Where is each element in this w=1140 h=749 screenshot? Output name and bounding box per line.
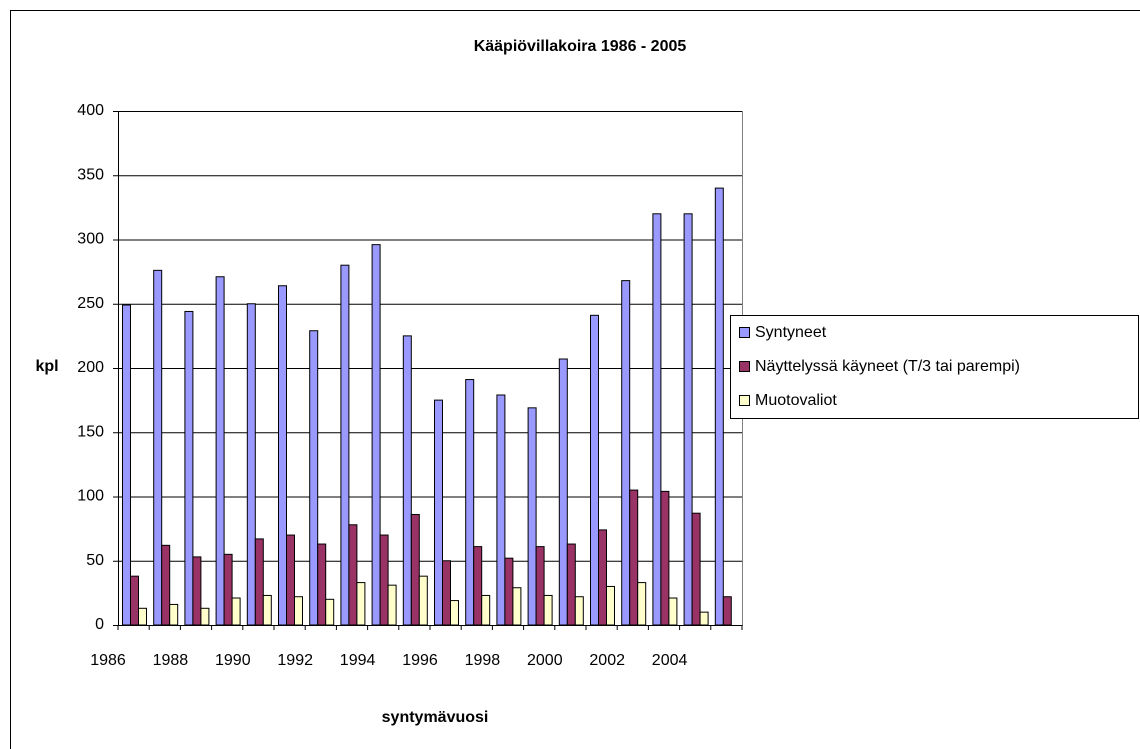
bar (621, 280, 631, 626)
bar (629, 489, 639, 626)
x-tick-label: 1986 (90, 652, 126, 669)
bar (317, 543, 327, 626)
y-tick-label: 350 (77, 166, 104, 183)
legend-swatch (739, 361, 750, 372)
bar (418, 575, 428, 626)
bar (473, 546, 483, 626)
bar (660, 490, 670, 626)
bar (722, 596, 732, 626)
bar (215, 276, 225, 626)
bar (699, 611, 709, 626)
bar (161, 544, 171, 626)
bar (130, 575, 139, 626)
bar (402, 335, 412, 626)
bar (512, 587, 522, 626)
bar (371, 244, 381, 626)
bar (387, 584, 397, 626)
bar (309, 330, 319, 626)
x-tick-label: 1994 (340, 652, 376, 669)
bar (122, 304, 131, 626)
y-tick-label: 200 (77, 359, 104, 376)
bar (348, 524, 358, 626)
bar (184, 310, 194, 626)
bar (246, 303, 256, 626)
legend-swatch (739, 327, 750, 338)
bar (481, 594, 491, 626)
bar (254, 538, 264, 626)
bar (450, 600, 459, 626)
bar (543, 594, 553, 626)
y-tick-label: 300 (77, 231, 104, 248)
bar (231, 597, 241, 626)
bar (637, 582, 647, 626)
x-tick-label: 1992 (277, 652, 313, 669)
bar (465, 379, 475, 626)
bar (294, 596, 303, 626)
legend-label: Muotovaliot (755, 392, 837, 409)
bar (535, 546, 545, 626)
bar (138, 607, 147, 626)
legend-label: Syntyneet (755, 324, 827, 341)
bar (652, 213, 662, 626)
bar (434, 399, 443, 626)
bar (192, 556, 202, 626)
bar (574, 596, 584, 626)
legend-box (730, 315, 1139, 419)
bar (153, 269, 163, 626)
bar (262, 594, 272, 626)
bar (223, 553, 233, 626)
x-tick-label: 1998 (465, 652, 501, 669)
bar (379, 534, 389, 626)
bar (325, 598, 335, 626)
y-tick-label: 400 (77, 102, 104, 119)
bar (340, 264, 350, 626)
bar (504, 557, 514, 626)
x-tick-label: 2004 (652, 652, 688, 669)
x-tick-label: 1988 (153, 652, 189, 669)
chart-title: Kääpiövillakoira 1986 - 2005 (474, 38, 687, 55)
y-tick-label: 0 (95, 616, 104, 633)
bar (527, 407, 537, 626)
bar (442, 560, 451, 626)
x-tick-label: 2000 (527, 652, 563, 669)
y-tick-label: 100 (77, 488, 104, 505)
bar (606, 585, 615, 626)
bar (356, 582, 366, 626)
legend-label: Näyttelyssä käyneet (T/3 tai parempi) (755, 358, 1020, 375)
bar (410, 513, 420, 626)
legend-swatch (739, 395, 750, 406)
bar (286, 534, 295, 626)
bar (278, 285, 287, 626)
bar (590, 314, 599, 626)
bar (566, 543, 576, 626)
x-axis-label: syntymävuosi (382, 709, 489, 726)
x-tick-label: 1996 (402, 652, 438, 669)
bar (200, 607, 210, 626)
y-tick-label: 150 (77, 423, 104, 440)
bar (668, 597, 678, 626)
x-tick-label: 2002 (589, 652, 625, 669)
bar (496, 394, 506, 626)
x-tick-label: 1990 (215, 652, 251, 669)
bar (683, 213, 693, 626)
bar (691, 512, 701, 626)
bar (714, 187, 724, 626)
bar (169, 603, 179, 626)
bar (558, 358, 568, 626)
y-tick-label: 250 (77, 295, 104, 312)
y-axis-label: kpl (35, 358, 58, 375)
bar (598, 529, 607, 626)
y-tick-label: 50 (86, 552, 104, 569)
